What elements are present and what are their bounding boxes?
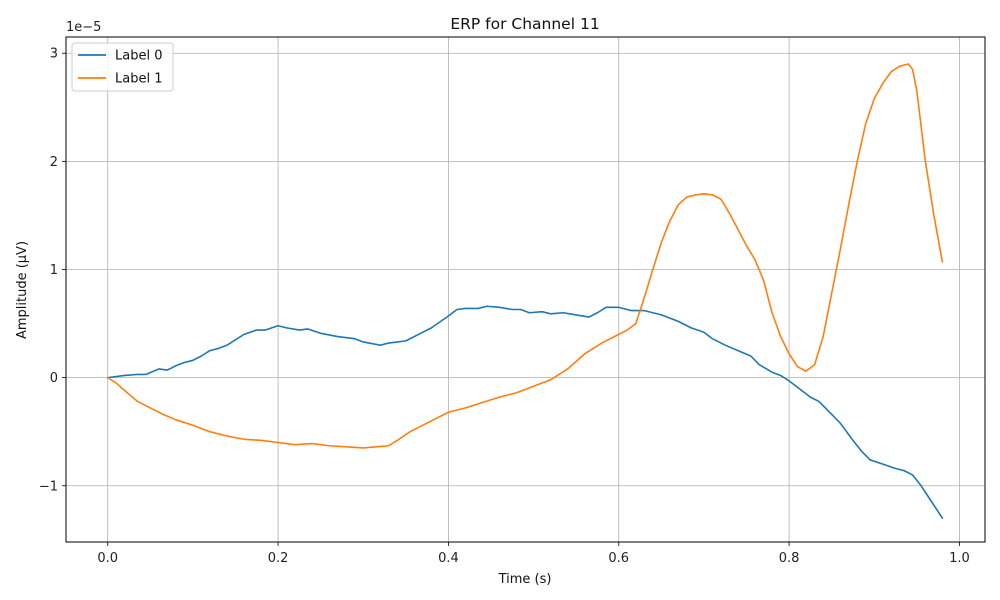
x-tick-label: 0.2 <box>268 551 289 566</box>
x-axis-label: Time (s) <box>498 572 552 587</box>
x-tick-label: 1.0 <box>949 551 970 566</box>
y-axis-label: Amplitude (µV) <box>15 241 30 339</box>
plot-frame <box>65 36 986 543</box>
x-tick-label: 0.8 <box>779 551 800 566</box>
y-axis-offset-label: 1e−5 <box>66 20 101 35</box>
x-tick-label: 0.0 <box>97 551 118 566</box>
y-axis: −1 0 1 2 3 <box>39 47 66 494</box>
grid <box>66 37 985 542</box>
y-tick-label: −1 <box>39 479 58 494</box>
y-tick-label: 1 <box>50 263 58 278</box>
x-axis: 0.0 0.2 0.4 0.6 0.8 1.0 <box>97 542 970 566</box>
legend: Label 0 Label 1 <box>71 42 174 92</box>
y-tick-label: 3 <box>50 47 58 62</box>
legend-label: Label 1 <box>115 72 162 87</box>
y-tick-label: 0 <box>50 371 58 386</box>
legend-label: Label 0 <box>115 49 162 64</box>
series-line-1 <box>106 63 944 449</box>
x-tick-label: 0.6 <box>608 551 629 566</box>
series-line-0 <box>106 305 944 520</box>
y-tick-label: 2 <box>50 155 58 170</box>
series-lines <box>106 63 944 520</box>
x-tick-label: 0.4 <box>438 551 459 566</box>
chart-title: ERP for Channel 11 <box>450 15 599 33</box>
